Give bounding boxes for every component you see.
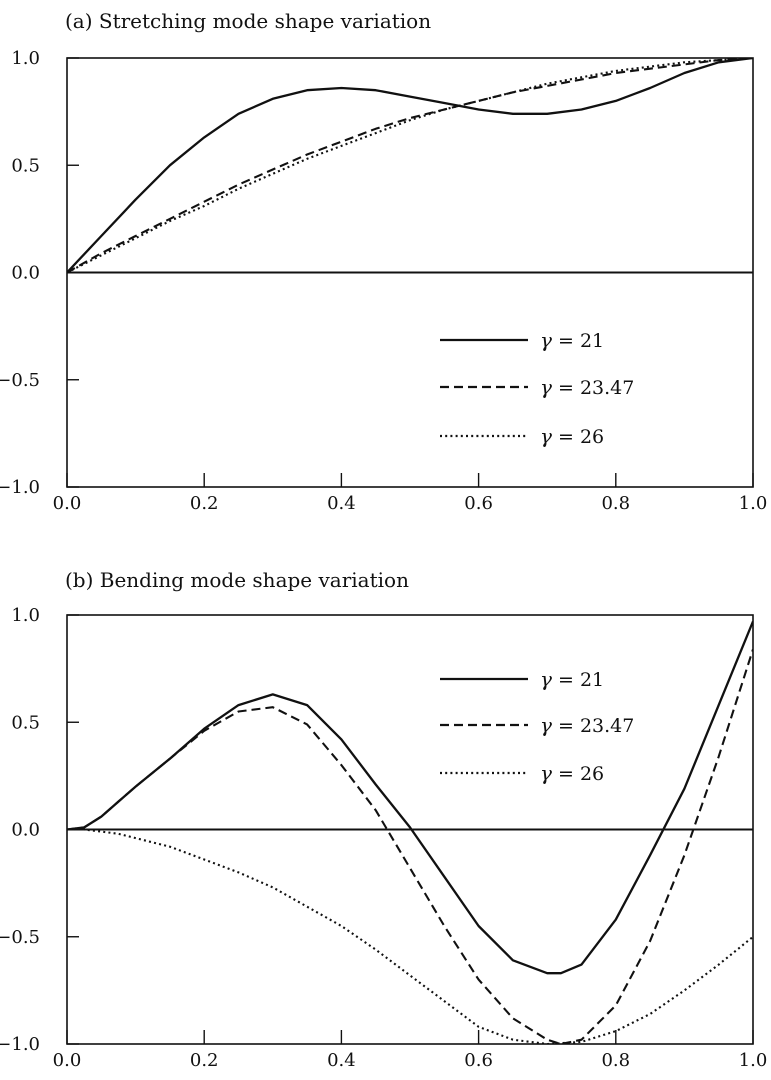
series-line-solid <box>67 58 753 274</box>
y-tick-label: 0.0 <box>11 820 40 841</box>
y-tick-label: −0.5 <box>0 370 40 391</box>
x-tick-label: 0.2 <box>190 493 219 514</box>
x-tick-label: 0.2 <box>190 1050 219 1071</box>
y-tick-label: −0.5 <box>0 927 40 948</box>
x-tick-label: 0.0 <box>53 493 82 514</box>
x-tick-label: 0.0 <box>53 1050 82 1071</box>
panel-b-bending: (b) Bending mode shape variation 0.0 0.2 0.… <box>0 568 767 1071</box>
chart-title: (a) Stretching mode shape variation <box>65 9 431 33</box>
panel-a-stretching: (a) Stretching mode shape variation 0.0 0.… <box>0 9 767 514</box>
series-line-dashed <box>67 58 753 274</box>
legend-label: γ = 23.47 <box>540 713 634 737</box>
y-tick-label: 0.5 <box>11 712 40 733</box>
legend-label: γ = 21 <box>540 328 604 352</box>
y-tick-label: −1.0 <box>0 1034 40 1055</box>
x-tick-label: 0.4 <box>327 1050 356 1071</box>
series-line-solid <box>67 620 753 975</box>
x-tick-label: 0.6 <box>464 1050 493 1071</box>
legend-label: γ = 21 <box>540 667 604 691</box>
series-line-dashed <box>67 648 753 1044</box>
x-tick-label: 1.0 <box>739 1050 768 1071</box>
y-tick-label: 0.0 <box>11 263 40 284</box>
series-line-dotted <box>67 828 753 1044</box>
y-tick-label: 1.0 <box>11 48 40 69</box>
x-tick-label: 0.4 <box>327 493 356 514</box>
y-tick-label: 0.5 <box>11 155 40 176</box>
chart-title: (b) Bending mode shape variation <box>65 568 409 592</box>
legend-label: γ = 26 <box>540 424 604 448</box>
legend-label: γ = 26 <box>540 761 604 785</box>
x-tick-label: 0.6 <box>464 493 493 514</box>
x-tick-label: 0.8 <box>601 493 630 514</box>
legend-label: γ = 23.47 <box>540 375 634 399</box>
series-line-dotted <box>67 58 753 274</box>
y-tick-label: −1.0 <box>0 477 40 498</box>
y-tick-label: 1.0 <box>11 605 40 626</box>
x-tick-label: 0.8 <box>601 1050 630 1071</box>
x-tick-label: 1.0 <box>739 493 768 514</box>
